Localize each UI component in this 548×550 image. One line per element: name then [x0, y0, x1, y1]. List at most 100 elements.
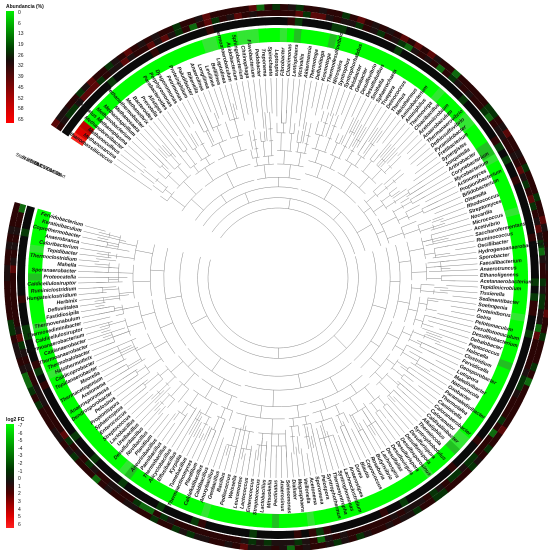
- abundance-cell: [331, 532, 341, 541]
- phylogenetic-tree: [78, 78, 478, 478]
- abundance-cell: [532, 331, 541, 341]
- tree-branch: [181, 416, 203, 454]
- log2fc-cell: [352, 499, 365, 516]
- abundance-tick: 65: [18, 116, 24, 123]
- taxon-label: Dorea: [353, 463, 364, 479]
- log2fc-cell: [235, 510, 245, 526]
- log2fc-cell: [345, 501, 358, 518]
- tree-branch: [432, 207, 466, 220]
- log2fc-cell: [407, 471, 422, 487]
- tree-branch: [187, 348, 242, 387]
- abundance-cell: [352, 28, 363, 39]
- abundance-cell: [524, 329, 534, 339]
- abundance-cell: [39, 397, 49, 408]
- tree-branch: [421, 180, 454, 199]
- abundance-cell: [478, 440, 489, 451]
- tree-branch: [406, 370, 415, 377]
- tree-branch: [308, 160, 335, 171]
- abundance-cell: [317, 13, 327, 21]
- tree-branch: [340, 129, 349, 145]
- abundance-cell: [163, 521, 174, 531]
- log2fc-legend-ticks: -7 -6 -5 -4 -3 -2 -1 0 1 2 3 4 5 6: [18, 424, 22, 528]
- tree-branch: [375, 412, 383, 422]
- tree-branch: [179, 138, 188, 150]
- abundance-cell: [232, 536, 242, 544]
- tree-branch: [447, 223, 471, 231]
- abundance-cell: [545, 278, 548, 287]
- tree-branch: [358, 127, 367, 141]
- tree-branch: [311, 81, 318, 109]
- tree-branch: [350, 149, 355, 153]
- tree-branch: [170, 154, 180, 166]
- tree-branch: [252, 130, 256, 140]
- tree-branch: [295, 79, 301, 114]
- abundance-cell: [543, 309, 548, 319]
- abundance-cell: [10, 280, 17, 289]
- tree-branch: [304, 122, 307, 136]
- tree-branch: [400, 227, 406, 239]
- tree-branch: [430, 230, 447, 236]
- tree-branch: [162, 186, 169, 193]
- tree-branch: [433, 291, 448, 294]
- abundance-cell: [17, 294, 27, 304]
- abundance-cell: [341, 11, 352, 20]
- tree-branch: [455, 246, 476, 251]
- abundance-cell: [139, 44, 150, 54]
- log2fc-cell: [286, 28, 295, 43]
- taxon-label: Lentisphaera: [292, 44, 301, 77]
- tree-branch: [426, 266, 442, 268]
- tree-branch: [208, 90, 220, 119]
- tree-branch: [270, 128, 272, 141]
- tree-branch: [314, 150, 320, 163]
- abundance-cell: [132, 48, 144, 58]
- abundance-cell: [21, 371, 30, 382]
- tree-branch: [347, 117, 355, 131]
- abundance-tick: 13: [18, 31, 24, 38]
- tree-branch: [96, 253, 109, 256]
- abundance-cell: [362, 24, 372, 33]
- tree-branch: [203, 426, 211, 441]
- abundance-cell: [42, 403, 53, 414]
- tree-branch: [452, 295, 477, 299]
- abundance-cell: [540, 324, 548, 335]
- taxon-label: Herbinix: [56, 298, 78, 306]
- abundance-cell: [204, 520, 214, 531]
- taxon-label: Spirochaeta: [266, 46, 273, 76]
- taxon-label: Victivallis: [297, 53, 306, 77]
- tree-branch: [331, 417, 338, 434]
- log2fc-cell: [513, 292, 528, 301]
- tree-branch: [308, 123, 312, 136]
- abundance-cell: [391, 517, 402, 527]
- abundance-cell: [466, 440, 479, 452]
- abundance-cell: [468, 451, 479, 463]
- abundance-cell: [254, 545, 264, 550]
- abundance-cell: [27, 385, 37, 396]
- tree-branch: [140, 132, 167, 162]
- abundance-cell: [224, 7, 235, 16]
- tree-branch: [87, 327, 126, 341]
- abundance-cell: [539, 255, 546, 264]
- abundance-cell: [451, 456, 463, 468]
- abundance-cell: [520, 343, 531, 354]
- abundance-cell: [177, 527, 188, 537]
- log2fc-cell: [347, 38, 359, 55]
- tree-branch: [212, 124, 222, 129]
- tree-branch: [168, 175, 180, 186]
- tree-branch: [329, 113, 334, 125]
- tree-branch: [379, 409, 387, 419]
- tree-branch: [295, 446, 300, 477]
- tree-branch: [376, 127, 410, 166]
- abundance-cell: [385, 27, 396, 37]
- log2fc-cell: [62, 397, 79, 412]
- log2fc-cell: [46, 366, 63, 380]
- tree-branch: [410, 192, 423, 200]
- abundance-cell: [70, 93, 81, 104]
- tree-branch: [196, 117, 205, 133]
- tree-branch: [439, 289, 478, 294]
- log2fc-cell: [510, 312, 526, 323]
- tree-branch: [408, 384, 434, 405]
- taxon-label: Ethanoligenens: [480, 272, 519, 278]
- abundance-cell: [544, 293, 548, 303]
- abundance-cell: [10, 209, 19, 220]
- tree-branch: [254, 139, 257, 149]
